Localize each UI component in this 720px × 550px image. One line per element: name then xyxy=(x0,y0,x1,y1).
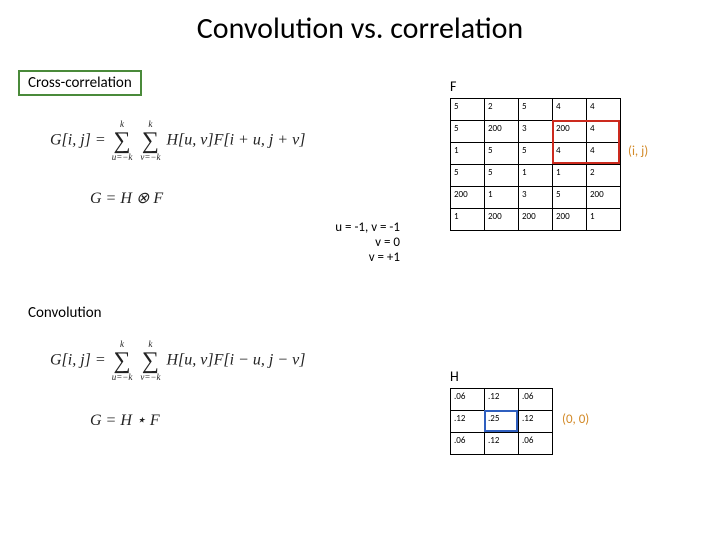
tableF: 5254452003200415544551122001352001200200… xyxy=(450,98,621,231)
cell: 200 xyxy=(485,121,519,143)
cell: .12 xyxy=(519,411,553,433)
eq-conv-sum: G[i, j] = k∑u=−k k∑v=−k H[u, v]F[i − u, … xyxy=(50,340,305,382)
cell: 200 xyxy=(553,209,587,231)
cell: .25 xyxy=(485,411,519,433)
eq-cc-sum: G[i, j] = k∑u=−k k∑v=−k H[u, v]F[i + u, … xyxy=(50,120,305,162)
tableH-label: H xyxy=(450,368,459,385)
cell: 1 xyxy=(553,165,587,187)
cell: 4 xyxy=(587,99,621,121)
cell: .06 xyxy=(519,433,553,455)
cell: 4 xyxy=(587,121,621,143)
cell: 3 xyxy=(519,121,553,143)
cell: .12 xyxy=(451,411,485,433)
tableF-label: F xyxy=(450,78,456,95)
cell: .06 xyxy=(451,389,485,411)
cell: .12 xyxy=(485,389,519,411)
convolution-label: Convolution xyxy=(18,300,112,326)
cell: 5 xyxy=(451,121,485,143)
cross-correlation-label: Cross-correlation xyxy=(18,70,142,96)
cell: 1 xyxy=(451,209,485,231)
cell: 4 xyxy=(553,143,587,165)
cell: 200 xyxy=(485,209,519,231)
annot-ij: (i, j) xyxy=(628,144,648,159)
cell: 4 xyxy=(587,143,621,165)
cell: .06 xyxy=(451,433,485,455)
cell: 1 xyxy=(451,143,485,165)
cell: 200 xyxy=(451,187,485,209)
cell: 5 xyxy=(451,99,485,121)
cell: 2 xyxy=(485,99,519,121)
cell: .06 xyxy=(519,389,553,411)
eq-conv-short: G = H ⋆ F xyxy=(90,410,160,430)
cell: 3 xyxy=(519,187,553,209)
page-title: Convolution vs. correlation xyxy=(0,10,720,47)
cell: 5 xyxy=(485,143,519,165)
cell: 5 xyxy=(553,187,587,209)
cell: 5 xyxy=(519,99,553,121)
uv-lines: u = -1, v = -1 v = 0 v = +1 xyxy=(270,220,400,265)
tableH: .06.12.06.12.25.12.06.12.06 xyxy=(450,388,553,455)
uv-line-1: u = -1, v = -1 xyxy=(270,220,400,235)
uv-line-3: v = +1 xyxy=(270,250,400,265)
eq-cc-short: G = H ⊗ F xyxy=(90,188,163,208)
cell: 2 xyxy=(587,165,621,187)
cell: 1 xyxy=(519,165,553,187)
cell: 4 xyxy=(553,99,587,121)
cell: 200 xyxy=(587,187,621,209)
cell: .12 xyxy=(485,433,519,455)
cell: 1 xyxy=(485,187,519,209)
cell: 5 xyxy=(485,165,519,187)
cell: 200 xyxy=(519,209,553,231)
annot-zz: (0, 0) xyxy=(562,412,589,427)
uv-line-2: v = 0 xyxy=(270,235,400,250)
cell: 200 xyxy=(553,121,587,143)
cell: 5 xyxy=(451,165,485,187)
cell: 1 xyxy=(587,209,621,231)
cell: 5 xyxy=(519,143,553,165)
